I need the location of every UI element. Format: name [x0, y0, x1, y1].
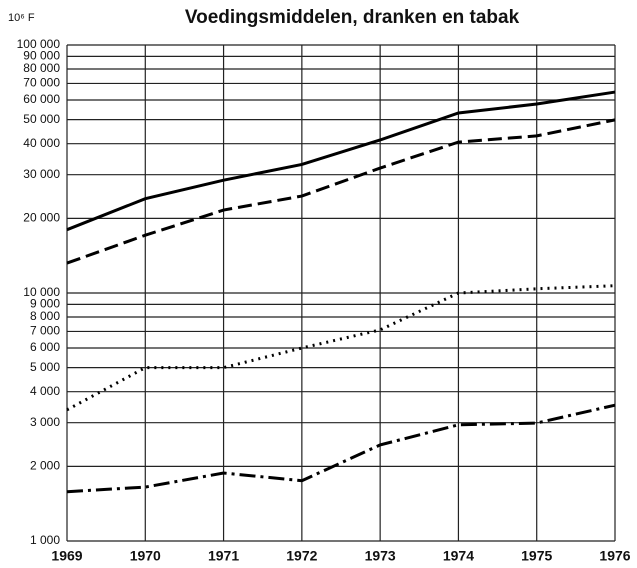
x-tick-label: 1971 [208, 548, 239, 564]
y-tick-label: 40 000 [23, 136, 60, 150]
chart-title: Voedingsmiddelen, dranken en tabak [185, 7, 520, 28]
y-tick-label: 90 000 [23, 49, 60, 63]
y-tick-label: 5 000 [30, 360, 60, 374]
y-tick-label: 100 000 [17, 37, 61, 51]
line-series [66, 90, 616, 232]
y-tick-label: 2 000 [30, 459, 60, 473]
line-series [66, 403, 616, 494]
y-tick-label: 7 000 [30, 324, 60, 338]
x-tick-label: 1972 [286, 548, 317, 564]
x-tick-label: 1970 [130, 548, 161, 564]
y-tick-label: 30 000 [23, 167, 60, 181]
y-tick-label: 10 000 [23, 285, 60, 299]
y-tick-label: 4 000 [30, 384, 60, 398]
y-tick-label: 50 000 [23, 112, 60, 126]
y-tick-label: 1 000 [30, 533, 60, 547]
y-axis-label: 10⁶ F [8, 12, 35, 24]
y-tick-label: 20 000 [23, 211, 60, 225]
y-tick-label: 9 000 [30, 297, 60, 311]
y-tick-label: 60 000 [23, 92, 60, 106]
x-tick-label: 1973 [365, 548, 396, 564]
line-series [66, 118, 616, 265]
y-tick-label: 80 000 [23, 61, 60, 75]
x-tick-label: 1969 [51, 548, 82, 564]
x-tick-label: 1974 [443, 548, 474, 564]
y-tick-label: 3 000 [30, 415, 60, 429]
x-tick-label: 1976 [599, 548, 630, 564]
y-tick-label: 6 000 [30, 340, 60, 354]
line-series [66, 284, 616, 412]
x-tick-label: 1975 [521, 548, 552, 564]
y-tick-label: 8 000 [30, 309, 60, 323]
y-tick-label: 70 000 [23, 76, 60, 90]
